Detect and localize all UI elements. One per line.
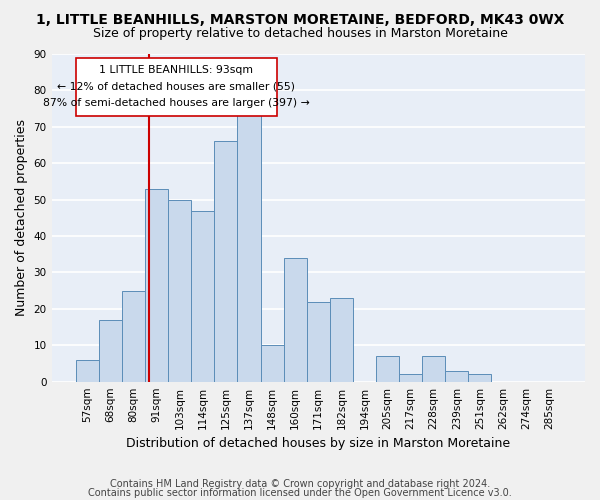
Text: 1 LITTLE BEANHILLS: 93sqm: 1 LITTLE BEANHILLS: 93sqm xyxy=(99,66,253,76)
Text: Contains HM Land Registry data © Crown copyright and database right 2024.: Contains HM Land Registry data © Crown c… xyxy=(110,479,490,489)
Bar xyxy=(399,374,422,382)
Bar xyxy=(469,374,491,382)
Bar xyxy=(214,142,238,382)
Text: Size of property relative to detached houses in Marston Moretaine: Size of property relative to detached ho… xyxy=(92,28,508,40)
Bar xyxy=(284,258,307,382)
Bar xyxy=(191,210,214,382)
Bar xyxy=(145,188,168,382)
Bar xyxy=(76,360,99,382)
Bar xyxy=(376,356,399,382)
Text: Contains public sector information licensed under the Open Government Licence v3: Contains public sector information licen… xyxy=(88,488,512,498)
Y-axis label: Number of detached properties: Number of detached properties xyxy=(15,120,28,316)
Bar xyxy=(445,371,469,382)
Bar xyxy=(238,105,260,382)
Bar xyxy=(99,320,122,382)
X-axis label: Distribution of detached houses by size in Marston Moretaine: Distribution of detached houses by size … xyxy=(126,437,511,450)
Bar xyxy=(307,302,330,382)
Bar xyxy=(122,290,145,382)
Bar xyxy=(330,298,353,382)
Bar xyxy=(168,200,191,382)
Text: ← 12% of detached houses are smaller (55): ← 12% of detached houses are smaller (55… xyxy=(57,82,295,92)
Text: 1, LITTLE BEANHILLS, MARSTON MORETAINE, BEDFORD, MK43 0WX: 1, LITTLE BEANHILLS, MARSTON MORETAINE, … xyxy=(36,12,564,26)
Text: 87% of semi-detached houses are larger (397) →: 87% of semi-detached houses are larger (… xyxy=(43,98,310,108)
Bar xyxy=(260,346,284,382)
Bar xyxy=(422,356,445,382)
FancyBboxPatch shape xyxy=(76,58,277,116)
